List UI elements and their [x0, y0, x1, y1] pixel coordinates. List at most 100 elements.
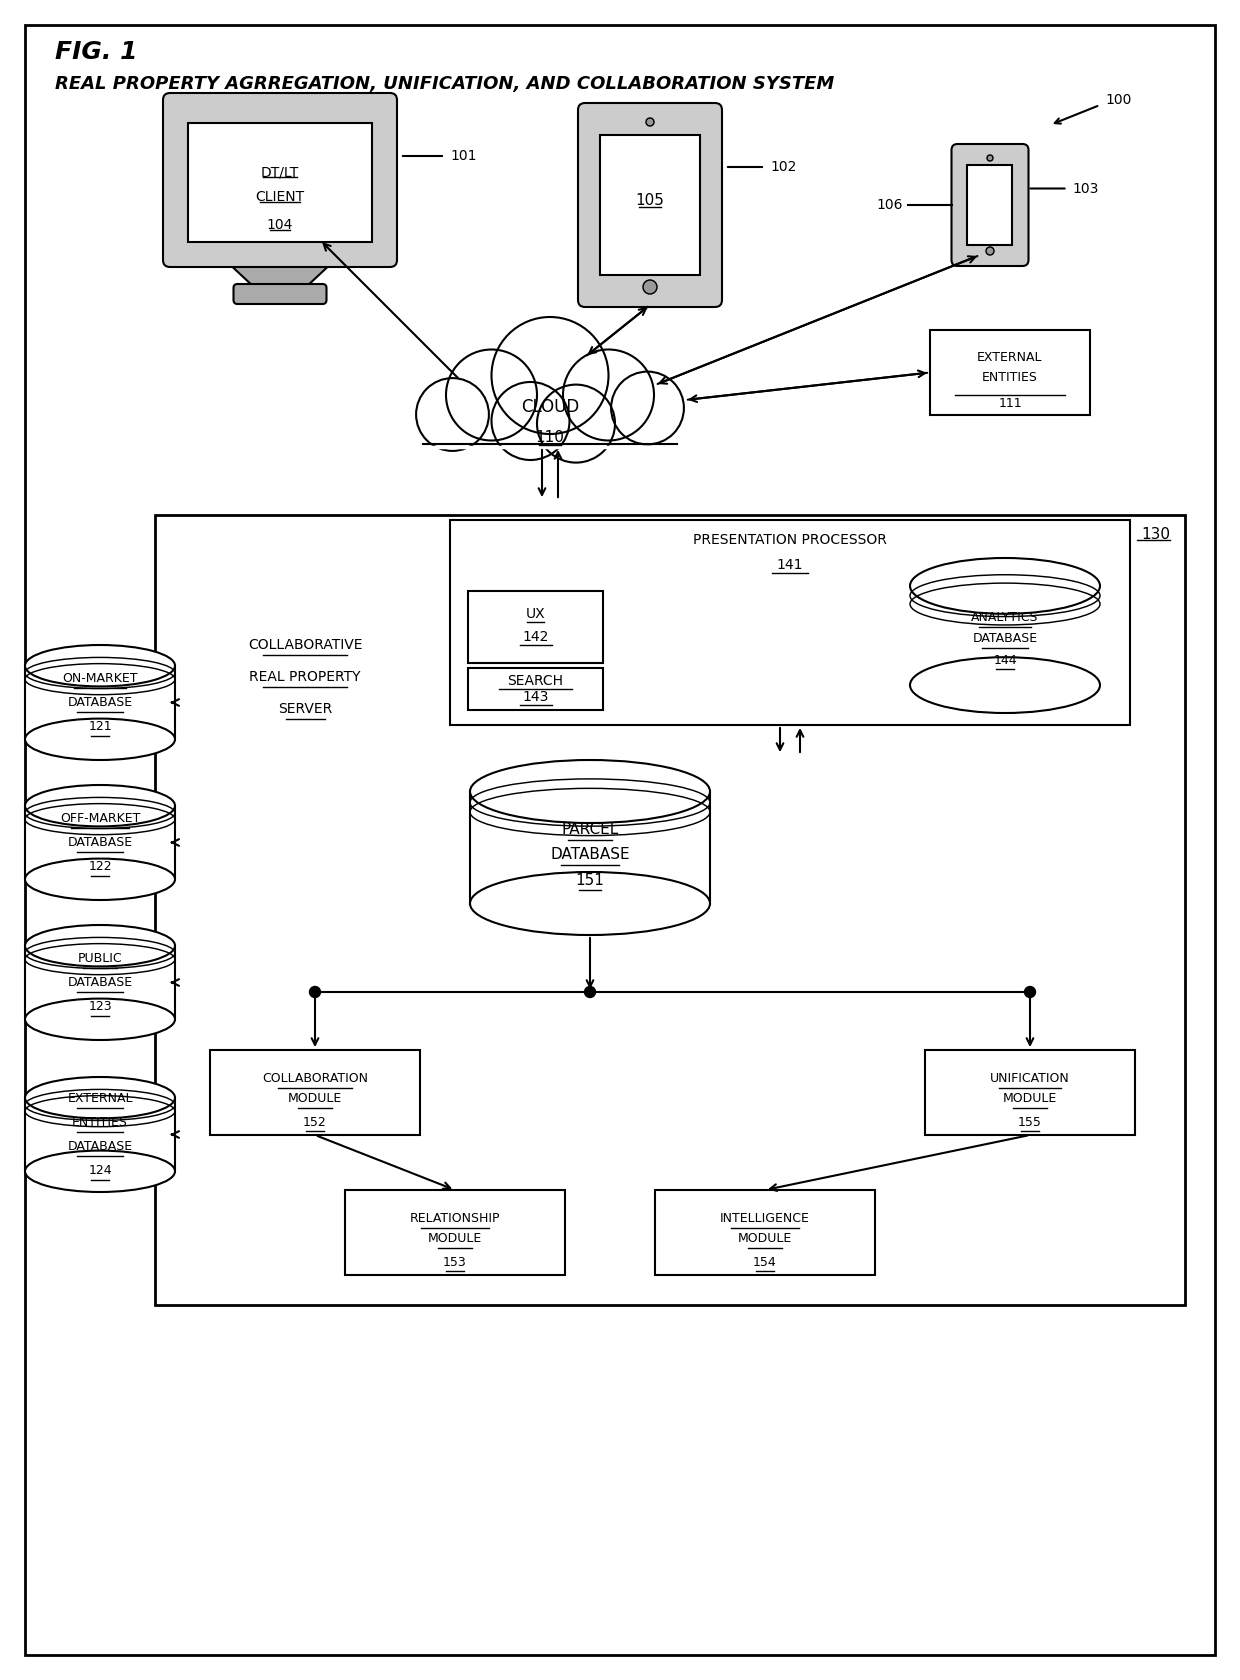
Text: MODULE: MODULE [288, 1092, 342, 1105]
Polygon shape [25, 1097, 175, 1171]
Ellipse shape [910, 657, 1100, 712]
Text: ENTITIES: ENTITIES [72, 1116, 128, 1129]
Text: MODULE: MODULE [738, 1231, 792, 1245]
Circle shape [491, 318, 609, 433]
Text: COLLABORATIVE: COLLABORATIVE [248, 638, 362, 652]
FancyBboxPatch shape [345, 1189, 565, 1275]
Text: DT/LT: DT/LT [260, 165, 299, 180]
Circle shape [491, 381, 569, 460]
Text: SEARCH: SEARCH [507, 674, 563, 689]
Text: 101: 101 [450, 150, 476, 163]
Text: 152: 152 [303, 1117, 327, 1129]
Text: 121: 121 [88, 721, 112, 732]
Text: 154: 154 [753, 1257, 777, 1270]
Circle shape [987, 155, 993, 161]
FancyBboxPatch shape [578, 102, 722, 307]
Ellipse shape [910, 558, 1100, 613]
Text: UNIFICATION: UNIFICATION [990, 1072, 1070, 1085]
Polygon shape [25, 665, 175, 739]
Circle shape [537, 385, 615, 462]
Text: DATABASE: DATABASE [67, 976, 133, 990]
Text: 103: 103 [1073, 181, 1099, 195]
Text: 123: 123 [88, 1000, 112, 1013]
Text: 141: 141 [776, 558, 804, 571]
Text: 110: 110 [536, 430, 564, 445]
Text: 151: 151 [575, 874, 604, 889]
Text: 153: 153 [443, 1257, 467, 1270]
Ellipse shape [25, 645, 175, 687]
Text: PRESENTATION PROCESSOR: PRESENTATION PROCESSOR [693, 533, 887, 548]
FancyBboxPatch shape [951, 144, 1028, 265]
Text: 122: 122 [88, 860, 112, 874]
Text: SERVER: SERVER [278, 702, 332, 716]
Circle shape [584, 986, 595, 998]
Text: ON-MARKET: ON-MARKET [62, 672, 138, 685]
FancyBboxPatch shape [188, 123, 372, 242]
FancyBboxPatch shape [967, 165, 1013, 245]
Text: RELATIONSHIP: RELATIONSHIP [409, 1211, 500, 1225]
Text: OFF-MARKET: OFF-MARKET [60, 811, 140, 825]
Circle shape [646, 118, 653, 126]
FancyBboxPatch shape [600, 134, 701, 276]
Ellipse shape [25, 1151, 175, 1193]
Ellipse shape [25, 998, 175, 1040]
FancyBboxPatch shape [467, 591, 603, 664]
Ellipse shape [25, 719, 175, 759]
Text: 100: 100 [1105, 92, 1131, 108]
FancyBboxPatch shape [162, 92, 397, 267]
Circle shape [986, 247, 994, 255]
Ellipse shape [25, 1077, 175, 1119]
FancyBboxPatch shape [655, 1189, 875, 1275]
Circle shape [563, 349, 653, 440]
Text: ENTITIES: ENTITIES [982, 371, 1038, 385]
Text: 111: 111 [998, 396, 1022, 410]
Circle shape [446, 349, 537, 440]
Ellipse shape [25, 858, 175, 900]
Polygon shape [910, 586, 1100, 685]
FancyBboxPatch shape [450, 521, 1130, 726]
Text: DATABASE: DATABASE [67, 696, 133, 709]
Text: PUBLIC: PUBLIC [78, 953, 123, 964]
Text: EXTERNAL: EXTERNAL [977, 351, 1043, 365]
Ellipse shape [470, 872, 711, 936]
Text: REAL PROPERTY AGRREGATION, UNIFICATION, AND COLLABORATION SYSTEM: REAL PROPERTY AGRREGATION, UNIFICATION, … [55, 76, 835, 92]
Text: FIG. 1: FIG. 1 [55, 40, 138, 64]
Polygon shape [224, 260, 335, 287]
Polygon shape [25, 806, 175, 879]
Text: MODULE: MODULE [428, 1231, 482, 1245]
Circle shape [1024, 986, 1035, 998]
FancyBboxPatch shape [925, 1050, 1135, 1136]
Text: MODULE: MODULE [1003, 1092, 1058, 1105]
Text: 144: 144 [993, 654, 1017, 667]
Text: DATABASE: DATABASE [972, 632, 1038, 645]
FancyBboxPatch shape [233, 284, 326, 304]
Circle shape [310, 986, 320, 998]
Text: REAL PROPERTY: REAL PROPERTY [249, 670, 361, 684]
Text: ANALYTICS: ANALYTICS [971, 612, 1039, 623]
Text: COLLABORATION: COLLABORATION [262, 1072, 368, 1085]
Ellipse shape [25, 926, 175, 966]
Text: DATABASE: DATABASE [67, 1141, 133, 1152]
Text: CLIENT: CLIENT [255, 190, 305, 203]
Circle shape [611, 371, 684, 445]
Circle shape [417, 378, 489, 450]
Text: UX: UX [526, 606, 546, 622]
Polygon shape [25, 946, 175, 1020]
Text: 106: 106 [875, 198, 903, 212]
Text: PARCEL: PARCEL [562, 822, 619, 837]
Ellipse shape [470, 759, 711, 823]
Text: DATABASE: DATABASE [67, 837, 133, 848]
Text: DATABASE: DATABASE [551, 847, 630, 862]
FancyBboxPatch shape [210, 1050, 420, 1136]
Text: 143: 143 [522, 690, 548, 704]
Ellipse shape [25, 785, 175, 827]
Text: 155: 155 [1018, 1117, 1042, 1129]
Polygon shape [470, 791, 711, 904]
Text: CLOUD: CLOUD [521, 398, 579, 417]
Text: 130: 130 [1141, 528, 1171, 543]
Circle shape [644, 281, 657, 294]
Text: INTELLIGENCE: INTELLIGENCE [720, 1211, 810, 1225]
Text: 105: 105 [636, 193, 665, 208]
Text: 124: 124 [88, 1164, 112, 1178]
Text: 104: 104 [267, 218, 293, 232]
